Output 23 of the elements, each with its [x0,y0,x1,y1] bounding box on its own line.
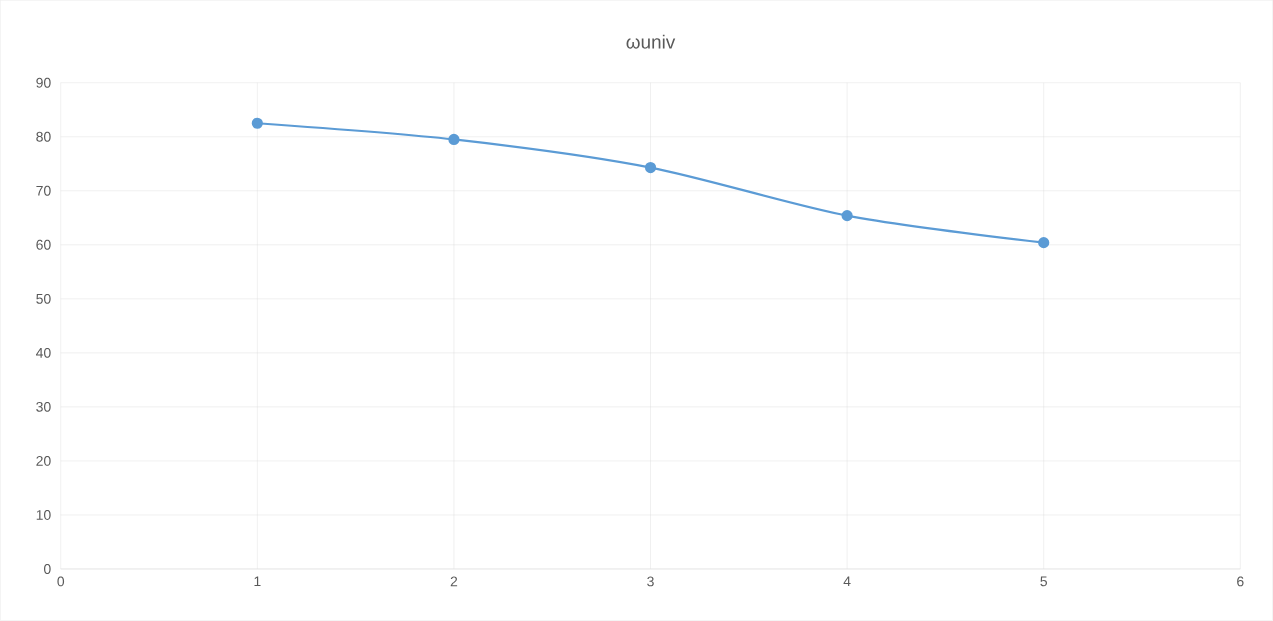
y-tick-label: 20 [36,456,51,467]
y-tick-label: 50 [36,294,51,304]
y-tick-label: 30 [36,402,51,412]
y-tick-label: 80 [36,131,51,142]
y-tick-label: 90 [36,77,51,88]
y-tick-label: 40 [36,348,51,358]
y-tick-label: 0 [44,564,51,575]
y-tick-label: 60 [36,240,51,250]
x-tick-label: 4 [843,576,851,587]
x-tick-label: 1 [254,576,261,587]
point [1038,237,1050,249]
y-tick-label: 70 [36,185,51,196]
point [644,162,657,174]
point [448,134,460,146]
x-tick-label: 5 [1040,576,1047,587]
x-tick-label: 0 [57,576,65,587]
x-tick-label: 2 [450,576,458,587]
y-tick-label: 10 [36,510,51,521]
x-tick-label: 3 [647,576,654,587]
point [841,210,853,222]
x-tick-label: 6 [1237,576,1244,587]
point [251,117,263,129]
chart-title: ωuniv [626,34,676,49]
